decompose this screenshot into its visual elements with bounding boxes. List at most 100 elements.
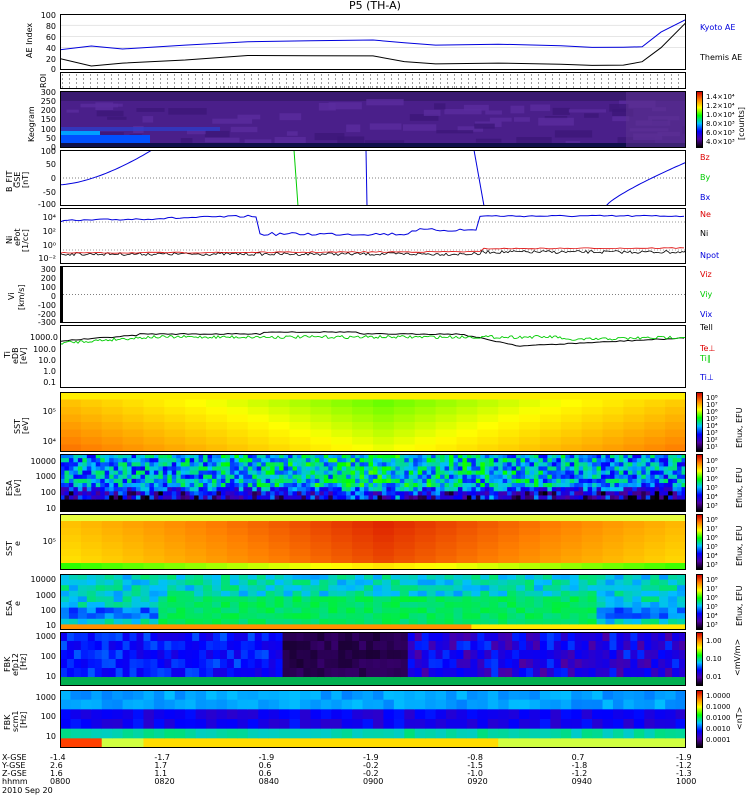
esa-electron-cell <box>587 585 598 592</box>
esa-ion-cell <box>171 462 177 468</box>
sst-ion-cell <box>519 392 541 401</box>
esa-ion-cell <box>319 454 325 459</box>
fbk-b-cell <box>498 719 510 730</box>
esa-ion-cell <box>457 507 464 512</box>
esa-ion-cell <box>399 487 405 492</box>
fbk-e-cell <box>129 677 138 686</box>
esa-ion-cell <box>256 478 262 484</box>
esa-electron-cell <box>677 585 686 592</box>
keogram-cbar-tick: 4.0×10³ <box>706 138 735 146</box>
esa-ion-cell <box>681 495 686 501</box>
esa-ion-cell <box>162 507 168 512</box>
esa-ion-cell <box>659 462 665 468</box>
fbk-e-cell <box>407 650 416 660</box>
esa-ion-cell <box>480 454 486 459</box>
fbk-b-cell <box>675 690 686 701</box>
esa-ion-cell <box>73 458 79 463</box>
esa-ion-cell <box>68 478 75 484</box>
esa-electron-cell <box>167 602 177 609</box>
fbk-e-cell <box>122 668 131 678</box>
sst-electron-cell <box>80 514 103 522</box>
sst-electron-cell <box>206 514 228 522</box>
fbk-e-cell <box>456 632 465 642</box>
esa-electron-cell <box>140 618 151 625</box>
fbk-e-cell <box>658 641 666 651</box>
esa-ion-cell <box>118 483 124 488</box>
fbk-b-cell <box>644 728 656 739</box>
esa-electron-cell <box>426 618 437 625</box>
esa-ion-cell <box>404 507 410 512</box>
fbk-e-cell <box>539 650 548 660</box>
fbk-e-cell <box>679 650 686 660</box>
fbk-e-cell <box>101 641 110 651</box>
esa-ion-cell <box>601 462 607 468</box>
esa-ion-cell <box>323 462 329 468</box>
fbk-e-cell <box>94 659 103 669</box>
esa-electron-cell <box>417 602 428 609</box>
esa-ion-cell <box>417 470 423 476</box>
sst-electron-cell <box>665 535 686 543</box>
fbk-b-cell <box>331 738 343 748</box>
esa-ion-cell <box>440 454 446 459</box>
fbk-e-cell <box>553 659 562 669</box>
esa-ion-cell <box>659 458 665 463</box>
esa-ion-cell <box>605 507 611 512</box>
esa-electron-cell <box>229 618 240 625</box>
esa-ion-cell <box>426 478 432 484</box>
x-tick-label: 1.7 <box>154 761 168 770</box>
esa-electron-cell <box>426 607 437 614</box>
esa-ion-cell <box>542 487 548 492</box>
sst-electron-cell <box>80 563 103 570</box>
esa-ion-cell <box>493 507 499 512</box>
esa-electron-cell <box>140 624 151 630</box>
esa-ion-cell <box>167 495 173 501</box>
esa-ion-cell <box>283 474 289 480</box>
sst-electron-cell <box>310 556 332 564</box>
esa-ion-cell <box>247 499 253 505</box>
sst-ion-cell <box>310 407 332 416</box>
fbk-e-cell <box>199 641 207 651</box>
sst-electron-tick: 10⁵ <box>42 537 56 546</box>
esa-ion-cell <box>484 495 490 501</box>
esa-electron-cell <box>355 590 365 597</box>
fbk-b-cell <box>133 719 145 730</box>
fbk-e-cell <box>651 659 659 669</box>
esa-electron-cell <box>319 607 329 614</box>
esa-ion-cell <box>73 495 79 501</box>
esa-electron-cell <box>587 618 598 625</box>
sst-ion-cell <box>164 444 186 452</box>
esa-electron-cell <box>462 613 472 620</box>
sst-electron-cell <box>623 542 645 550</box>
keogram-tick: 200 <box>40 106 56 115</box>
fbk-b-cell <box>446 719 458 730</box>
esa-ion-cell <box>623 474 629 480</box>
esa-electron-cell <box>328 618 338 625</box>
esa-electron-cell <box>60 596 70 603</box>
esa-ion-cell <box>587 462 593 468</box>
esa-ion-cell <box>547 507 553 512</box>
esa-electron-cell <box>542 590 553 597</box>
esa-ion-cell <box>672 487 678 492</box>
esa-electron-cell <box>453 574 464 581</box>
esa-ion-cell <box>185 470 191 476</box>
fbk-b-cell <box>112 709 124 720</box>
x-tick-label: -1.2 <box>676 761 692 770</box>
fbk-e-cell <box>400 650 409 660</box>
fbk-b-cell <box>247 709 259 720</box>
fbk-e-cell <box>546 650 555 660</box>
sst-ion-cbar-tick: 10⁴ <box>706 422 718 430</box>
esa-electron-cell <box>453 618 464 625</box>
fbk-e-cell <box>66 668 75 678</box>
fbk-e-cell <box>456 659 465 669</box>
esa-ion-cell <box>569 470 575 476</box>
esa-ion-cell <box>305 499 311 505</box>
sst-electron-cell <box>331 514 353 522</box>
keogram-patch <box>95 102 114 111</box>
esa-ion-tick: 10 <box>45 504 56 513</box>
esa-electron-cell <box>185 590 195 597</box>
esa-ion-cell <box>229 487 235 492</box>
esa-ion-cell <box>632 483 638 488</box>
esa-ion-cell <box>319 458 325 463</box>
fbk-e-cell <box>213 641 221 651</box>
esa-ion-cell <box>189 483 195 488</box>
